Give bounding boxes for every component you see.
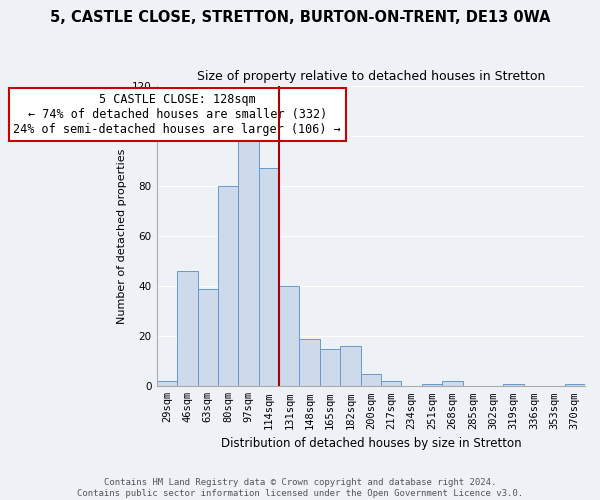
Bar (320, 348, 340, 387)
Bar (259, 168, 279, 386)
Title: Size of property relative to detached houses in Stretton: Size of property relative to detached ho… (197, 70, 545, 83)
Bar (442, 382, 463, 386)
Y-axis label: Number of detached properties: Number of detached properties (116, 148, 127, 324)
Bar (361, 374, 381, 386)
Bar (238, 136, 259, 386)
Bar (565, 384, 585, 386)
X-axis label: Distribution of detached houses by size in Stretton: Distribution of detached houses by size … (221, 437, 521, 450)
Bar (157, 382, 177, 386)
Bar (340, 346, 361, 387)
Text: 5 CASTLE CLOSE: 128sqm
← 74% of detached houses are smaller (332)
24% of semi-de: 5 CASTLE CLOSE: 128sqm ← 74% of detached… (13, 93, 341, 136)
Bar (279, 286, 299, 386)
Text: 5, CASTLE CLOSE, STRETTON, BURTON-ON-TRENT, DE13 0WA: 5, CASTLE CLOSE, STRETTON, BURTON-ON-TRE… (50, 10, 550, 25)
Bar (381, 382, 401, 386)
Bar (218, 186, 238, 386)
Bar (177, 271, 197, 386)
Text: Contains HM Land Registry data © Crown copyright and database right 2024.
Contai: Contains HM Land Registry data © Crown c… (77, 478, 523, 498)
Bar (299, 338, 320, 386)
Bar (197, 288, 218, 386)
Bar (422, 384, 442, 386)
Bar (503, 384, 524, 386)
